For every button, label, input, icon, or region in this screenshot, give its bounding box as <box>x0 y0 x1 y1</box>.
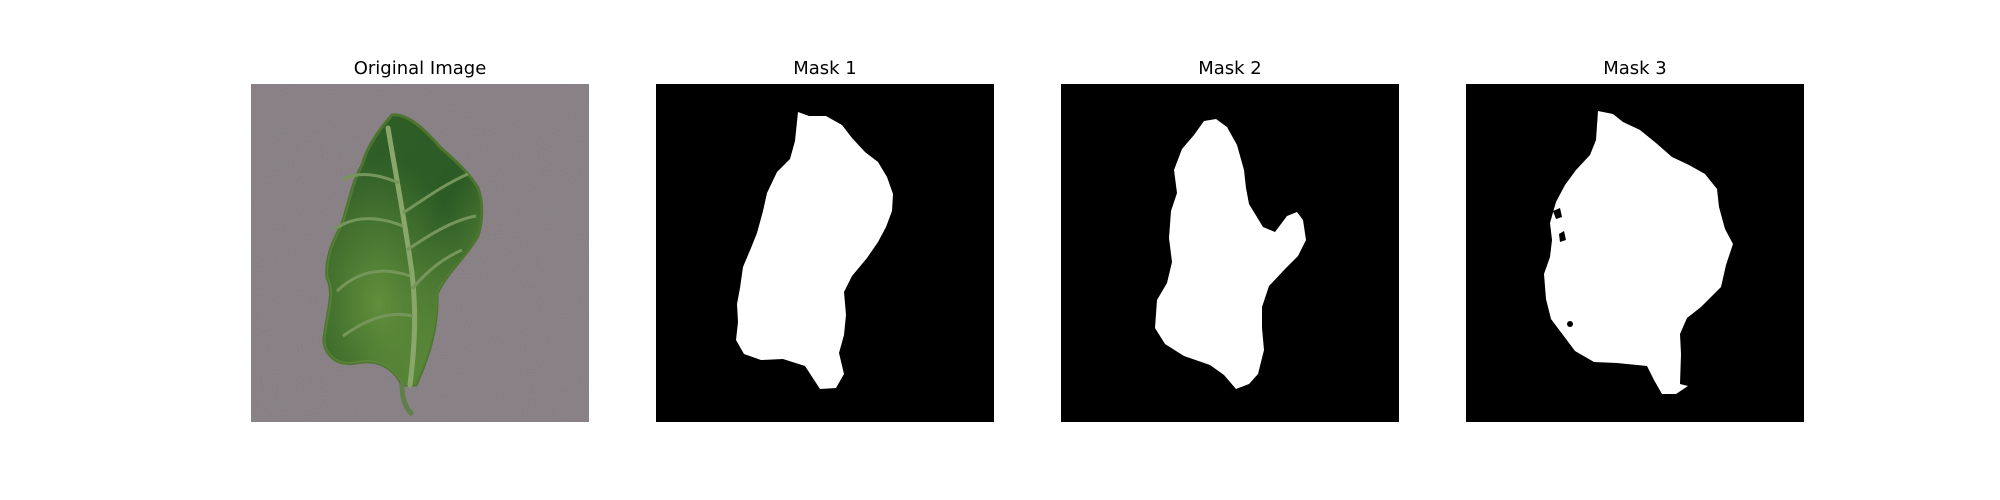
mask-3-title: Mask 3 <box>1603 58 1667 79</box>
mask-2-title: Mask 2 <box>1198 58 1262 79</box>
tomato-leaf <box>322 113 484 416</box>
original-leaf-image <box>251 84 589 422</box>
mask-1-title: Mask 1 <box>793 58 857 79</box>
mask-3-image <box>1466 84 1804 422</box>
original-image-title: Original Image <box>353 58 487 79</box>
original-image-panel: Original Image <box>251 0 589 500</box>
mask-1-panel: Mask 1 <box>656 0 994 500</box>
mask-3-panel: Mask 3 <box>1466 0 1804 500</box>
mask-2-image <box>1061 84 1399 422</box>
mask-2-panel: Mask 2 <box>1061 0 1399 500</box>
mask-1-image <box>656 84 994 422</box>
